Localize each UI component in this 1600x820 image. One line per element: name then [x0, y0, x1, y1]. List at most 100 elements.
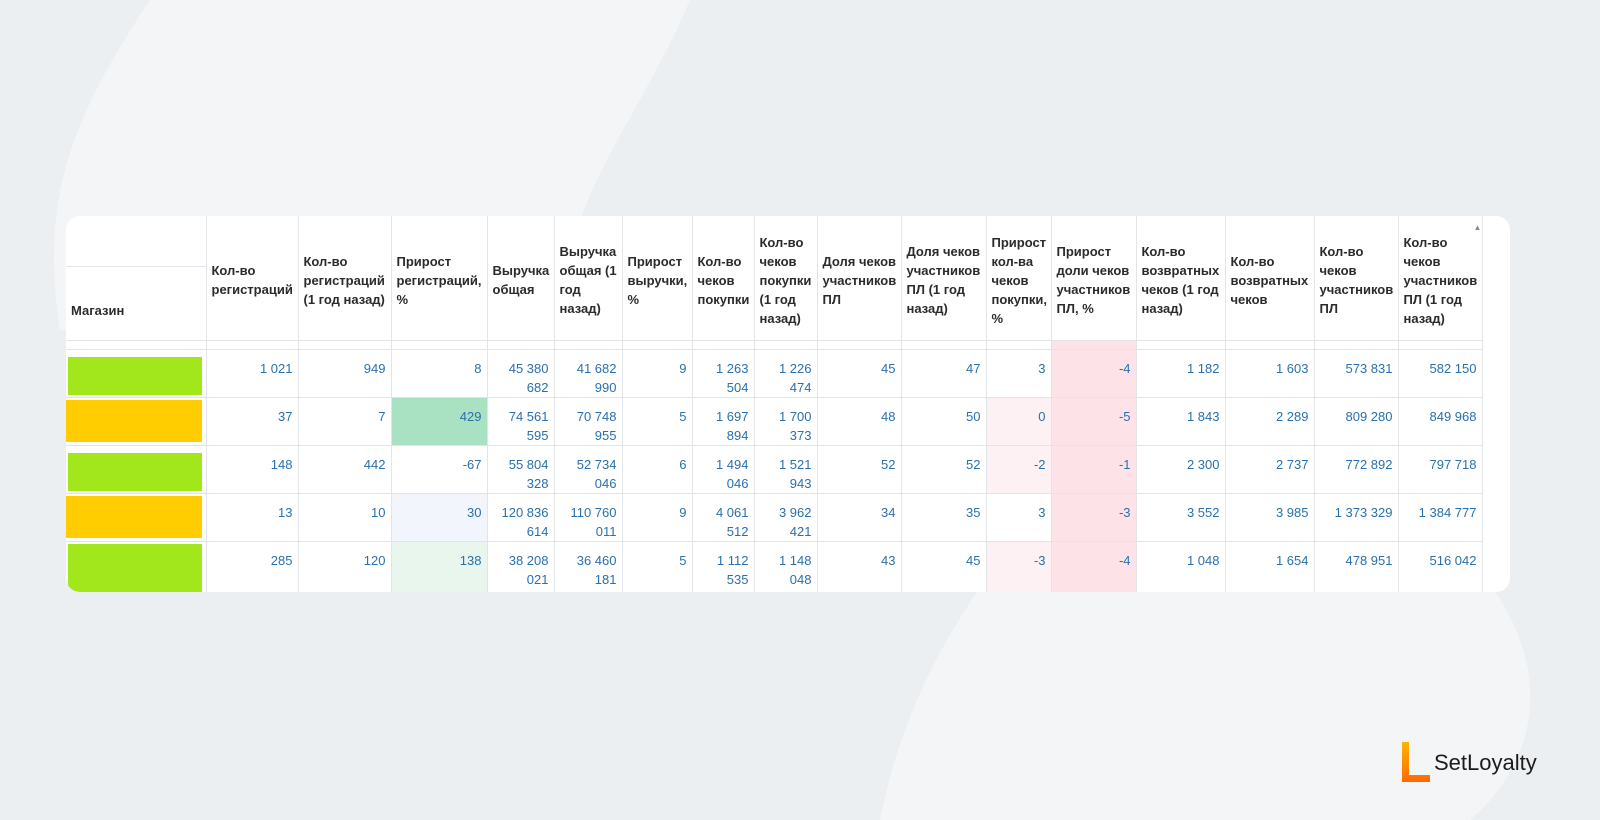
table-cell: 110 760 011 — [554, 493, 623, 542]
table-cell: 70 748 955 — [554, 397, 623, 446]
column-header[interactable]: Кол-во чеков покупки (1 год назад) — [754, 216, 818, 341]
table-cell: 52 — [817, 445, 902, 494]
table-cell: 3 552 — [1136, 493, 1226, 542]
table-cell: 13 — [206, 493, 299, 542]
table-row[interactable]: 1 021 949 8 45 380 682 41 682 990 9 1 263 504 1… — [66, 349, 1483, 398]
table-cell: 120 — [298, 541, 392, 592]
table-cell: 1 697 894 — [692, 397, 755, 446]
table-cell: -2 — [986, 445, 1052, 494]
store-color-swatch — [68, 357, 202, 395]
table-cell: 38 208 021 — [487, 541, 555, 592]
table-cell: 285 — [206, 541, 299, 592]
table-cell: 1 494 046 — [692, 445, 755, 494]
column-header[interactable]: Кол-во чеков участников ПЛ — [1314, 216, 1399, 341]
table-cell: 0 — [986, 397, 1052, 446]
table-cell: 1 112 535 — [692, 541, 755, 592]
table-cell: 1 263 504 — [692, 349, 755, 398]
column-header[interactable]: Прирост выручки, % — [622, 216, 693, 341]
table-row[interactable]: 37 7 429 74 561 595 70 748 955 5 1 697 894 1 70… — [66, 397, 1483, 446]
table-cell: 3 — [986, 493, 1052, 542]
column-header[interactable]: Кол-во регистраций — [206, 216, 299, 341]
table-cell: 45 380 682 — [487, 349, 555, 398]
column-header[interactable]: Кол-во чеков покупки — [692, 216, 755, 341]
column-header[interactable]: Выручка общая (1 год назад) — [554, 216, 623, 341]
spacer-row — [66, 340, 1483, 350]
table-cell: 52 — [901, 445, 987, 494]
table-cell: 3 985 — [1225, 493, 1315, 542]
report-table: Магазин Кол-во регистраций Кол-во регист… — [66, 216, 1483, 592]
table-cell: 1 603 — [1225, 349, 1315, 398]
table-cell: 809 280 — [1314, 397, 1399, 446]
table-row[interactable]: 285 120 138 38 208 021 36 460 181 5 1 112 535 1… — [66, 541, 1483, 592]
table-cell: 43 — [817, 541, 902, 592]
column-header[interactable]: Кол-во возвратных чеков (1 год назад) — [1136, 216, 1226, 341]
table-cell: 120 836 614 — [487, 493, 555, 542]
table-cell: 1 384 777 — [1398, 493, 1483, 542]
table-cell: 772 892 — [1314, 445, 1399, 494]
table-cell: 5 — [622, 397, 693, 446]
store-cell[interactable] — [66, 397, 207, 446]
column-header[interactable]: Прирост кол-ва чеков покупки, % — [986, 216, 1052, 341]
table-cell: 2 737 — [1225, 445, 1315, 494]
table-cell: 442 — [298, 445, 392, 494]
table-cell: 478 951 — [1314, 541, 1399, 592]
header-row: Магазин Кол-во регистраций Кол-во регист… — [66, 216, 1483, 341]
table-row[interactable]: 13 10 30 120 836 614 110 760 011 9 4 061 512 3 … — [66, 493, 1483, 542]
table-cell: 9 — [622, 493, 693, 542]
table-cell: 1 148 048 — [754, 541, 818, 592]
table-cell: 34 — [817, 493, 902, 542]
table-cell: 1 700 373 — [754, 397, 818, 446]
table-cell: 582 150 — [1398, 349, 1483, 398]
store-color-swatch — [68, 544, 202, 592]
column-header[interactable]: Выручка общая — [487, 216, 555, 341]
table-cell: 148 — [206, 445, 299, 494]
column-header-store[interactable]: Магазин — [66, 216, 207, 341]
table-cell: 35 — [901, 493, 987, 542]
table-cell: 797 718 — [1398, 445, 1483, 494]
table-cell: 48 — [817, 397, 902, 446]
column-header[interactable]: Прирост регистраций, % — [391, 216, 488, 341]
table-cell: -4 — [1051, 349, 1137, 398]
table-cell: -4 — [1051, 541, 1137, 592]
table-cell: -67 — [391, 445, 488, 494]
table-cell: -1 — [1051, 445, 1137, 494]
table-cell: 516 042 — [1398, 541, 1483, 592]
table-cell: 3 — [986, 349, 1052, 398]
table-cell: 45 — [817, 349, 902, 398]
table-cell: 1 048 — [1136, 541, 1226, 592]
table-cell: 5 — [622, 541, 693, 592]
table-cell: 10 — [298, 493, 392, 542]
column-header[interactable]: Доля чеков участников ПЛ — [817, 216, 902, 341]
table-row[interactable]: 148 442 -67 55 804 328 52 734 046 6 1 494 046 1… — [66, 445, 1483, 494]
table-cell: 36 460 181 — [554, 541, 623, 592]
table-cell: 3 962 421 — [754, 493, 818, 542]
table-cell: 9 — [622, 349, 693, 398]
column-header[interactable]: Кол-во регистраций (1 год назад) — [298, 216, 392, 341]
table-cell: 55 804 328 — [487, 445, 555, 494]
column-header[interactable]: Кол-во чеков участников ПЛ (1 год назад)… — [1398, 216, 1483, 341]
table-cell: 1 182 — [1136, 349, 1226, 398]
store-cell[interactable] — [66, 541, 207, 592]
store-cell[interactable] — [66, 445, 207, 494]
table-scroll-area[interactable]: Магазин Кол-во регистраций Кол-во регист… — [66, 216, 1504, 592]
table-cell: 1 373 329 — [1314, 493, 1399, 542]
column-header[interactable]: Кол-во возвратных чеков — [1225, 216, 1315, 341]
store-color-swatch — [68, 453, 202, 491]
store-cell[interactable] — [66, 493, 207, 542]
column-header[interactable]: Доля чеков участников ПЛ (1 год назад) — [901, 216, 987, 341]
sort-ascending-icon[interactable]: ▲ — [1473, 223, 1482, 232]
report-table-card: Магазин Кол-во регистраций Кол-во регист… — [66, 216, 1510, 592]
table-cell: 1 843 — [1136, 397, 1226, 446]
table-cell: 429 — [391, 397, 488, 446]
table-cell: 7 — [298, 397, 392, 446]
store-cell[interactable] — [66, 349, 207, 398]
table-cell: 50 — [901, 397, 987, 446]
table-cell: -3 — [986, 541, 1052, 592]
table-cell: 1 654 — [1225, 541, 1315, 592]
table-cell: 52 734 046 — [554, 445, 623, 494]
logo-text: SetLoyalty — [1434, 750, 1537, 775]
column-header[interactable]: Прирост доли чеков участников ПЛ, % — [1051, 216, 1137, 341]
table-cell: -3 — [1051, 493, 1137, 542]
table-cell: 1 521 943 — [754, 445, 818, 494]
table-cell: 1 021 — [206, 349, 299, 398]
